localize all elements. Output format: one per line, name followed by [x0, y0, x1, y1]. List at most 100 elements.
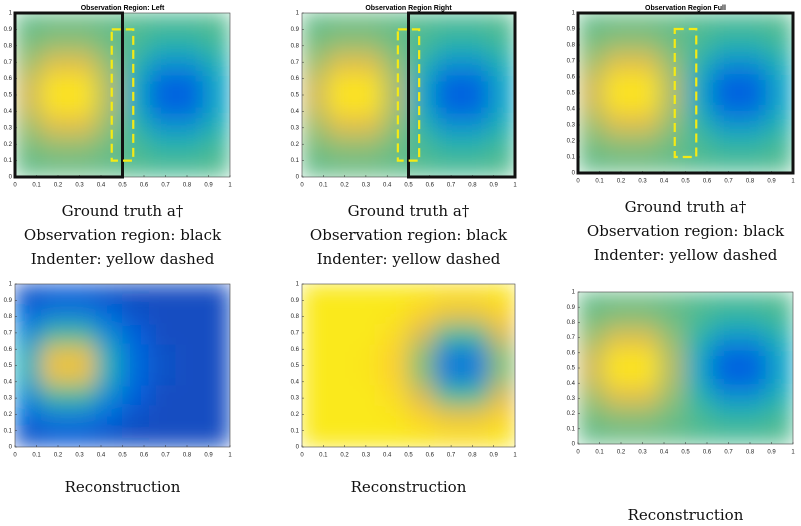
heatmap-cell: [302, 74, 330, 96]
y-tick-label: 1: [572, 11, 576, 17]
y-tick-label: 0.2: [291, 412, 300, 418]
y-tick-label: 0: [296, 175, 300, 181]
heatmap-cell: [175, 94, 204, 116]
heatmap-cell: [381, 74, 409, 96]
heatmap-cell: [461, 426, 489, 447]
heatmap-cell: [604, 292, 633, 312]
y-tick-label: 0.2: [291, 142, 300, 148]
heatmap-cell: [122, 135, 150, 157]
y-tick-label: 0.8: [567, 43, 576, 49]
heatmap-cell: [41, 135, 70, 157]
heatmap-cell: [631, 32, 660, 54]
heatmap-cell: [41, 94, 70, 116]
y-tick-label: 0.3: [291, 396, 300, 402]
heatmap-cell: [68, 94, 97, 116]
heatmap-cell: [202, 365, 230, 387]
x-tick-label: 0.5: [681, 450, 690, 456]
heatmap-cell: [95, 94, 123, 116]
heatmap-cell: [658, 405, 686, 426]
heatmap-cell: [148, 405, 177, 428]
heatmap-cell: [202, 324, 230, 346]
heatmap-cell: [302, 284, 330, 305]
heatmap-cell: [202, 156, 230, 177]
heatmap-cell: [381, 365, 409, 387]
heatmap-cell: [15, 156, 43, 177]
heatmap-cell: [711, 13, 740, 34]
heatmap-cell: [68, 405, 97, 428]
heatmap-cell: [738, 13, 767, 34]
heatmap-cell: [738, 132, 767, 154]
heatmap-cell: [328, 303, 356, 326]
heatmap-cell: [408, 33, 436, 55]
heatmap-cell: [354, 324, 383, 346]
heatmap: [15, 13, 230, 177]
y-tick-label: 0.9: [4, 298, 13, 304]
heatmap-cell: [658, 92, 686, 114]
heatmap-cell: [328, 385, 356, 407]
heatmap-cell: [148, 115, 177, 137]
x-tick-label: 0.8: [183, 453, 192, 459]
heatmap-cell: [302, 385, 330, 407]
y-tick-label: 0.5: [4, 363, 13, 369]
heatmap-cell: [122, 13, 150, 34]
heatmap: [302, 13, 515, 177]
heatmap-cell: [578, 329, 606, 350]
heatmap-cell: [202, 284, 230, 305]
heatmap-cell: [738, 92, 767, 114]
heatmap-cell: [122, 344, 150, 366]
heatmap-cell: [685, 13, 713, 34]
heatmap-cell: [461, 135, 489, 157]
y-tick-label: 0.6: [291, 76, 300, 82]
heatmap-cell: [202, 94, 230, 116]
heatmap-cell: [354, 53, 383, 75]
heatmap-cell: [631, 72, 660, 94]
x-tick-label: 0.9: [204, 183, 213, 189]
heatmap-cell: [175, 33, 204, 55]
heatmap-cell: [487, 74, 515, 96]
caption-line: Ground truth a†: [62, 202, 184, 220]
heatmap-cell: [68, 135, 97, 157]
heatmap-cell: [148, 284, 177, 305]
observation-region: [13, 11, 124, 179]
heatmap-cell: [487, 13, 515, 34]
heatmap-cell: [381, 284, 409, 305]
heatmap-cell: [302, 344, 330, 366]
heatmap-cell: [487, 303, 515, 326]
heatmap-cell: [461, 115, 489, 137]
heatmap-cell: [711, 424, 740, 444]
heatmap-cell: [765, 132, 793, 154]
x-tick-label: 0.9: [767, 450, 776, 456]
heatmap-cell: [408, 284, 436, 305]
heatmap-cell: [578, 310, 606, 331]
heatmap-cell: [765, 310, 793, 331]
heatmap-cell: [604, 13, 633, 34]
heatmap-cell: [202, 13, 230, 34]
caption-line: Reconstruction: [65, 478, 181, 496]
heatmap-cell: [175, 303, 204, 326]
y-tick-label: 1: [296, 282, 300, 288]
heatmap-cell: [328, 284, 356, 305]
heatmap-cell: [658, 13, 686, 34]
x-tick-label: 0.3: [75, 453, 84, 459]
heatmap-cell: [685, 424, 713, 444]
heatmap-cell: [68, 284, 97, 305]
heatmap-cell: [15, 284, 43, 305]
heatmap-cell: [175, 284, 204, 305]
heatmap-cell: [408, 344, 436, 366]
heatmap-cell: [202, 385, 230, 407]
heatmap-cell: [604, 367, 633, 388]
heatmap-cell: [408, 385, 436, 407]
heatmap-cell: [122, 156, 150, 177]
heatmap-cell: [461, 74, 489, 96]
y-tick-label: 0.1: [4, 428, 13, 434]
y-tick-label: 0.9: [291, 27, 300, 33]
heatmap-cell: [631, 310, 660, 331]
heatmap-cell: [578, 72, 606, 94]
heatmap-cell: [658, 348, 686, 369]
heatmap-cell: [631, 52, 660, 74]
y-tick-label: 0.5: [4, 93, 13, 99]
chart-title: Observation Region Full: [645, 5, 726, 12]
heatmap-cell: [68, 344, 97, 366]
heatmap-cell: [658, 329, 686, 350]
heatmap-cell: [381, 115, 409, 137]
